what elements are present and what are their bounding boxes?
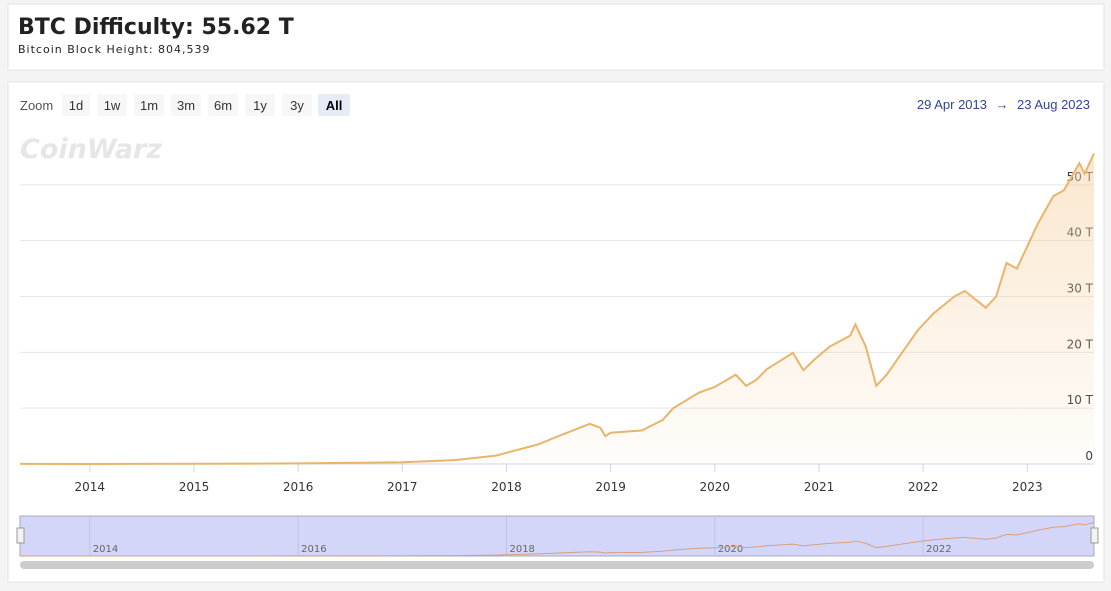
navigator[interactable] xyxy=(19,515,1095,557)
area xyxy=(20,153,1094,464)
navigator-tick-label: 2020 xyxy=(718,544,743,555)
zoom-button-label[interactable]: 1y xyxy=(253,98,267,113)
navigator-handle[interactable] xyxy=(1090,527,1099,544)
navigator-tick-label: 2018 xyxy=(509,544,534,555)
x-tick-label: 2018 xyxy=(491,480,522,494)
x-tick-label: 2014 xyxy=(75,480,106,494)
zoom-button[interactable] xyxy=(62,94,90,116)
navigator-tick-label: 2016 xyxy=(301,544,326,555)
navigator-tick-label: 2022 xyxy=(926,544,951,555)
zoom-button-label[interactable]: 1d xyxy=(69,98,83,113)
zoom-button[interactable] xyxy=(245,94,275,116)
zoom-button-label[interactable]: 3y xyxy=(290,98,304,113)
zoom-button[interactable] xyxy=(171,94,201,116)
x-tick-label: 2022 xyxy=(908,480,939,494)
x-tick-label: 2019 xyxy=(595,480,626,494)
navigator-handle[interactable] xyxy=(16,527,25,544)
zoom-button[interactable] xyxy=(97,94,127,116)
watermark: CoinWarz xyxy=(20,134,162,165)
zoom-label: Zoom xyxy=(20,98,53,113)
range-separator: → xyxy=(996,97,1009,112)
zoom-button[interactable] xyxy=(134,94,164,116)
x-tick-label: 2016 xyxy=(283,480,314,494)
range-from[interactable]: 29 Apr 2013 xyxy=(917,97,987,112)
navigator-line xyxy=(20,522,1095,557)
range-to[interactable]: 23 Aug 2023 xyxy=(1017,97,1090,112)
x-tick-label: 2020 xyxy=(700,480,731,494)
zoom-button-label[interactable]: 1m xyxy=(140,98,158,113)
x-tick-label: 2023 xyxy=(1012,480,1043,494)
zoom-button-label[interactable]: 1w xyxy=(104,98,121,113)
zoom-button[interactable] xyxy=(208,94,238,116)
title: BTC Difficulty: 55.62 T xyxy=(18,15,294,40)
header-panel xyxy=(7,3,1105,71)
zoom-button-label[interactable]: All xyxy=(326,98,343,113)
x-tick-label: 2017 xyxy=(387,480,418,494)
navigator-tick-label: 2014 xyxy=(93,544,118,555)
zoom-button-label[interactable]: 3m xyxy=(177,98,195,113)
zoom-button[interactable] xyxy=(282,94,312,116)
x-tick-label: 2021 xyxy=(804,480,835,494)
subtitle: Bitcoin Block Height: 804,539 xyxy=(18,43,211,56)
scrollbar[interactable] xyxy=(20,561,1094,569)
zoom-button[interactable] xyxy=(318,94,350,116)
x-tick-label: 2015 xyxy=(179,480,210,494)
zoom-button-label[interactable]: 6m xyxy=(214,98,232,113)
line xyxy=(19,153,1095,466)
